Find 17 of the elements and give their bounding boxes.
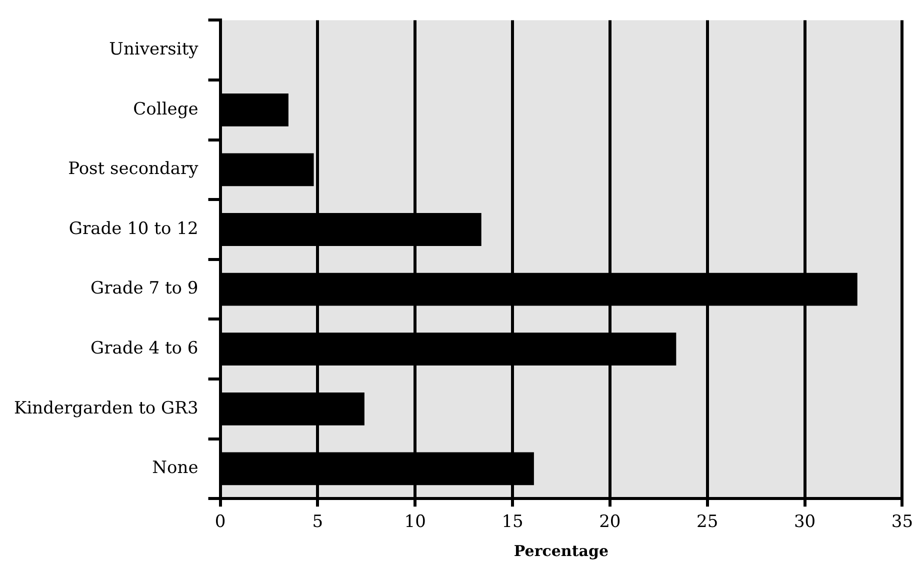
- x-tick-label: 25: [696, 512, 718, 532]
- x-tick-label: 30: [794, 512, 816, 532]
- x-tick-label: 15: [502, 512, 524, 532]
- x-tick-label: 20: [599, 512, 621, 532]
- y-tick-label: College: [133, 99, 198, 120]
- y-tick-label: None: [152, 458, 198, 478]
- x-tick-label: 0: [214, 512, 226, 532]
- x-axis-title: Percentage: [514, 542, 609, 560]
- x-tick-label: 10: [404, 512, 426, 532]
- y-tick-label: Post secondary: [68, 159, 199, 180]
- y-tick-label: Grade 4 to 6: [90, 338, 198, 359]
- y-tick-label: University: [109, 40, 199, 60]
- x-tick-label: 35: [891, 512, 914, 532]
- y-tick-label: Kindergarden to GR3: [14, 398, 198, 418]
- y-tick-label: Grade 7 to 9: [90, 278, 198, 299]
- x-tick-label: 5: [312, 512, 324, 532]
- y-tick-label: Grade 10 to 12: [68, 218, 198, 239]
